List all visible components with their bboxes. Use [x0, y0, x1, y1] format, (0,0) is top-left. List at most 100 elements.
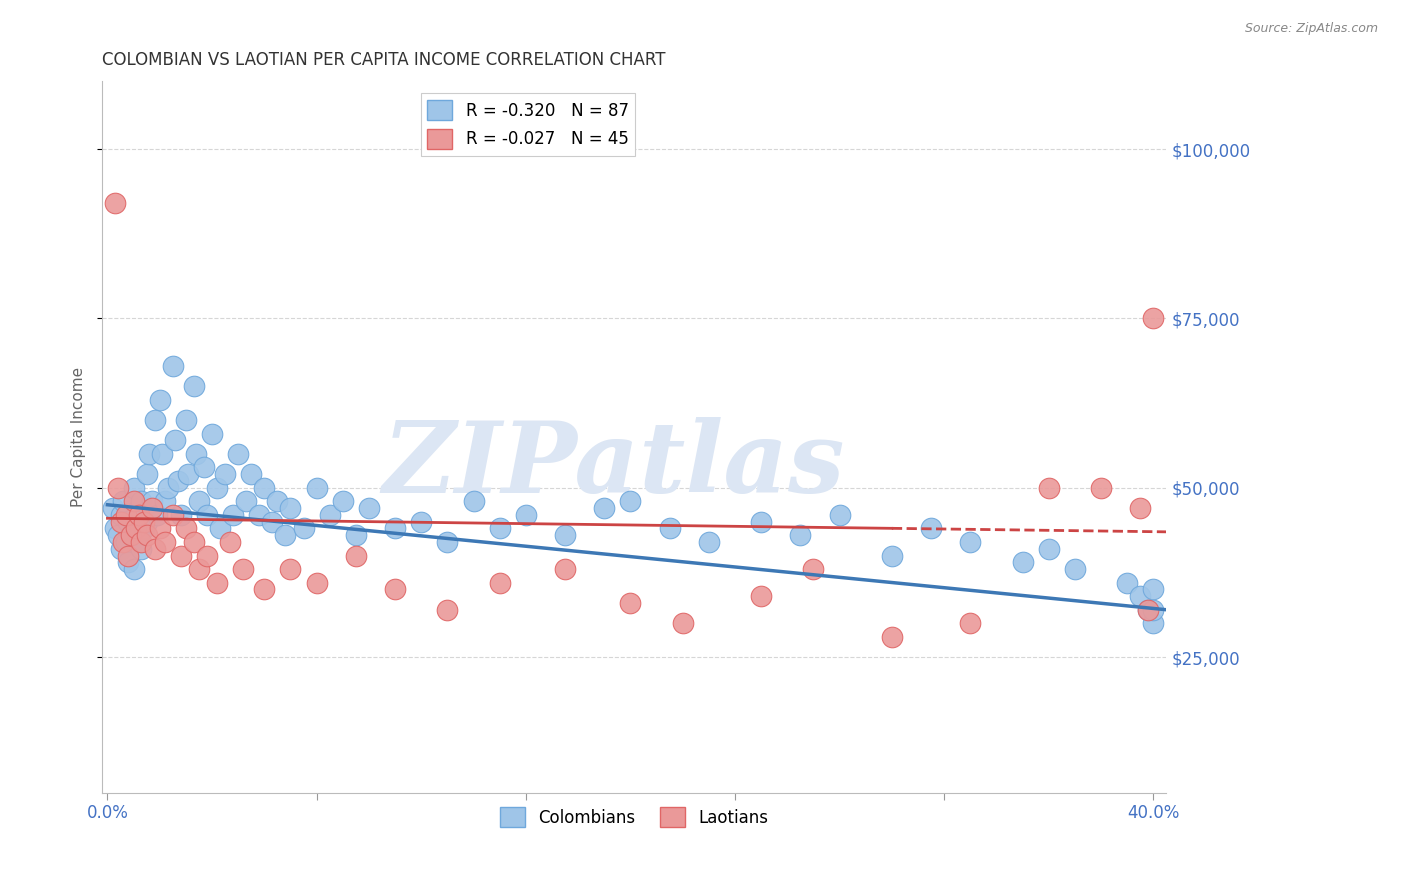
- Point: [156, 481, 179, 495]
- Point: [488, 575, 510, 590]
- Point: [280, 562, 302, 576]
- Point: [384, 521, 406, 535]
- Point: [1129, 501, 1152, 516]
- Point: [208, 521, 231, 535]
- Point: [153, 494, 176, 508]
- Point: [125, 535, 148, 549]
- Point: [463, 494, 485, 508]
- Point: [274, 528, 297, 542]
- Point: [122, 494, 145, 508]
- Point: [554, 528, 576, 542]
- Point: [104, 196, 127, 211]
- Point: [357, 501, 380, 516]
- Point: [131, 541, 153, 556]
- Point: [1137, 603, 1160, 617]
- Point: [1116, 575, 1139, 590]
- Point: [167, 474, 190, 488]
- Text: COLOMBIAN VS LAOTIAN PER CAPITA INCOME CORRELATION CHART: COLOMBIAN VS LAOTIAN PER CAPITA INCOME C…: [103, 51, 665, 69]
- Point: [262, 515, 284, 529]
- Point: [253, 582, 276, 597]
- Point: [122, 521, 145, 535]
- Point: [120, 528, 142, 542]
- Point: [186, 447, 208, 461]
- Point: [1038, 541, 1060, 556]
- Point: [122, 481, 145, 495]
- Point: [131, 535, 153, 549]
- Point: [125, 508, 148, 522]
- Point: [128, 528, 150, 542]
- Point: [384, 582, 406, 597]
- Point: [107, 481, 129, 495]
- Point: [114, 508, 136, 522]
- Point: [141, 494, 163, 508]
- Point: [195, 508, 218, 522]
- Point: [789, 528, 811, 542]
- Point: [593, 501, 616, 516]
- Point: [305, 575, 328, 590]
- Point: [1142, 311, 1164, 326]
- Point: [149, 521, 172, 535]
- Point: [120, 528, 142, 542]
- Point: [658, 521, 681, 535]
- Point: [117, 515, 139, 529]
- Point: [125, 521, 148, 535]
- Point: [920, 521, 942, 535]
- Point: [1064, 562, 1087, 576]
- Point: [141, 501, 163, 516]
- Point: [101, 501, 124, 516]
- Point: [132, 521, 155, 535]
- Point: [619, 596, 641, 610]
- Point: [672, 616, 695, 631]
- Point: [253, 481, 276, 495]
- Point: [138, 447, 160, 461]
- Point: [207, 481, 229, 495]
- Point: [183, 535, 205, 549]
- Point: [280, 501, 302, 516]
- Point: [305, 481, 328, 495]
- Point: [235, 494, 257, 508]
- Text: Source: ZipAtlas.com: Source: ZipAtlas.com: [1244, 22, 1378, 36]
- Point: [188, 494, 211, 508]
- Point: [165, 434, 187, 448]
- Point: [959, 616, 981, 631]
- Text: ZIPatlas: ZIPatlas: [382, 417, 844, 514]
- Point: [1038, 481, 1060, 495]
- Y-axis label: Per Capita Income: Per Capita Income: [72, 367, 86, 507]
- Point: [749, 589, 772, 603]
- Point: [1142, 582, 1164, 597]
- Point: [226, 447, 249, 461]
- Point: [112, 494, 135, 508]
- Point: [110, 515, 132, 529]
- Point: [880, 630, 903, 644]
- Point: [488, 521, 510, 535]
- Point: [344, 528, 367, 542]
- Point: [959, 535, 981, 549]
- Point: [169, 508, 191, 522]
- Point: [183, 379, 205, 393]
- Point: [149, 392, 172, 407]
- Point: [135, 515, 157, 529]
- Point: [803, 562, 825, 576]
- Point: [114, 535, 136, 549]
- Point: [222, 508, 245, 522]
- Point: [697, 535, 720, 549]
- Point: [177, 467, 200, 482]
- Point: [131, 494, 153, 508]
- Point: [232, 562, 254, 576]
- Point: [104, 521, 127, 535]
- Point: [1142, 603, 1164, 617]
- Point: [162, 508, 184, 522]
- Point: [1090, 481, 1112, 495]
- Point: [411, 515, 433, 529]
- Point: [880, 549, 903, 563]
- Point: [110, 541, 132, 556]
- Point: [135, 467, 157, 482]
- Point: [107, 528, 129, 542]
- Point: [117, 555, 139, 569]
- Point: [554, 562, 576, 576]
- Point: [128, 508, 150, 522]
- Point: [828, 508, 851, 522]
- Point: [153, 535, 176, 549]
- Point: [169, 549, 191, 563]
- Point: [128, 501, 150, 516]
